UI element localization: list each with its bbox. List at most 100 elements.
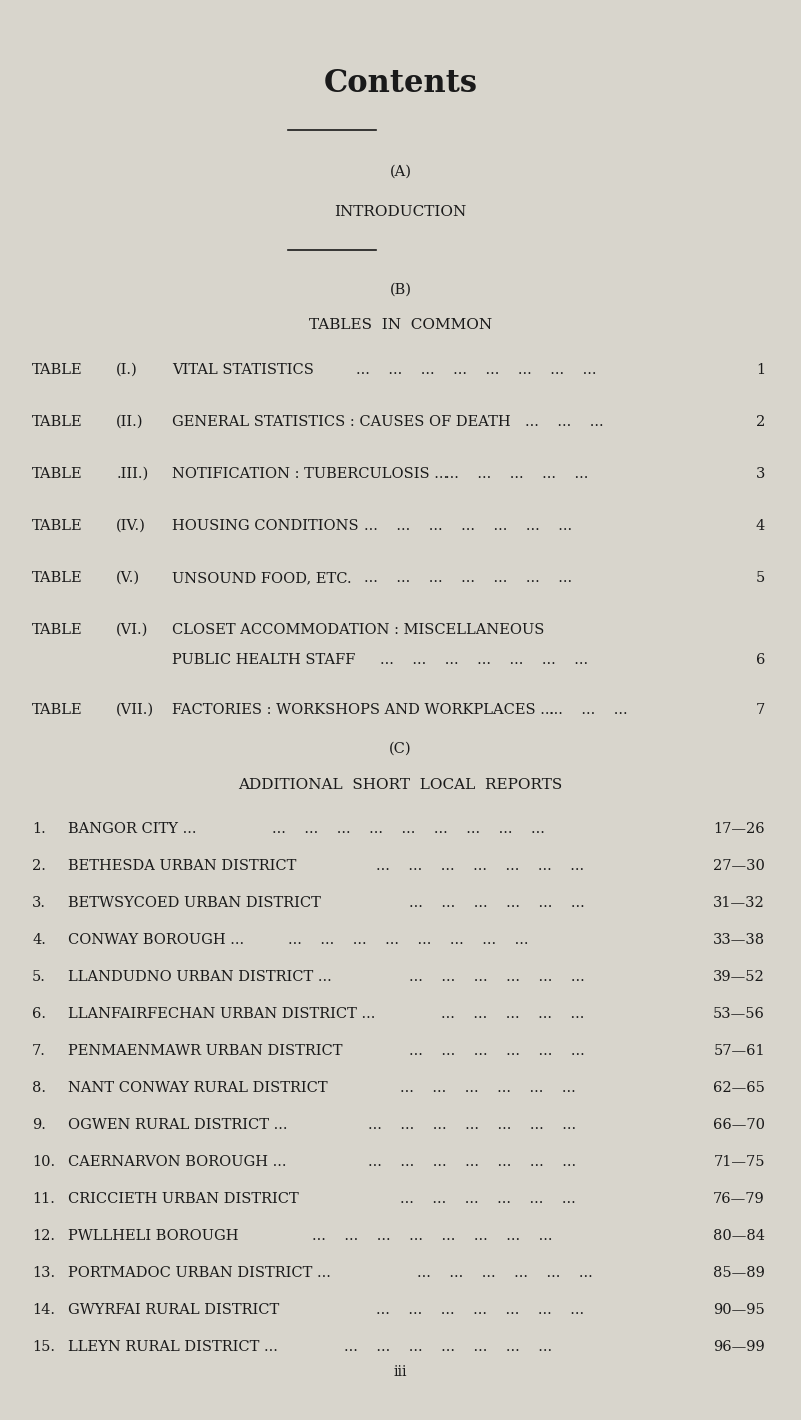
Text: ...    ...    ...    ...    ...    ...    ...: ... ... ... ... ... ... ... <box>368 1154 577 1169</box>
Text: BETHESDA URBAN DISTRICT: BETHESDA URBAN DISTRICT <box>68 859 296 873</box>
Text: CAERNARVON BOROUGH ...: CAERNARVON BOROUGH ... <box>68 1154 287 1169</box>
Text: ...    ...    ...    ...    ...    ...    ...: ... ... ... ... ... ... ... <box>376 1304 585 1316</box>
Text: TABLE: TABLE <box>32 467 83 481</box>
Text: LLEYN RURAL DISTRICT ...: LLEYN RURAL DISTRICT ... <box>68 1340 278 1355</box>
Text: 15.: 15. <box>32 1340 55 1355</box>
Text: 11.: 11. <box>32 1191 55 1206</box>
Text: ...    ...    ...: ... ... ... <box>549 703 627 717</box>
Text: 53—56: 53—56 <box>713 1007 765 1021</box>
Text: CLOSET ACCOMMODATION : MISCELLANEOUS: CLOSET ACCOMMODATION : MISCELLANEOUS <box>172 623 545 638</box>
Text: 76—79: 76—79 <box>713 1191 765 1206</box>
Text: 90—95: 90—95 <box>713 1304 765 1316</box>
Text: ...    ...    ...    ...    ...    ...    ...    ...: ... ... ... ... ... ... ... ... <box>288 933 529 947</box>
Text: LLANFAIRFECHAN URBAN DISTRICT ...: LLANFAIRFECHAN URBAN DISTRICT ... <box>68 1007 376 1021</box>
Text: TABLE: TABLE <box>32 703 83 717</box>
Text: 3.: 3. <box>32 896 46 910</box>
Text: UNSOUND FOOD, ETC.: UNSOUND FOOD, ETC. <box>172 571 352 585</box>
Text: ...    ...    ...    ...    ...    ...: ... ... ... ... ... ... <box>409 896 584 910</box>
Text: (II.): (II.) <box>116 415 143 429</box>
Text: ...    ...    ...    ...    ...    ...: ... ... ... ... ... ... <box>400 1081 576 1095</box>
Text: ADDITIONAL  SHORT  LOCAL  REPORTS: ADDITIONAL SHORT LOCAL REPORTS <box>239 778 562 792</box>
Text: 71—75: 71—75 <box>714 1154 765 1169</box>
Text: 1: 1 <box>756 364 765 376</box>
Text: 12.: 12. <box>32 1228 55 1242</box>
Text: 3: 3 <box>755 467 765 481</box>
Text: 13.: 13. <box>32 1267 55 1279</box>
Text: 27—30: 27—30 <box>713 859 765 873</box>
Text: ...    ...    ...    ...    ...    ...    ...: ... ... ... ... ... ... ... <box>364 571 573 585</box>
Text: 7: 7 <box>755 703 765 717</box>
Text: INTRODUCTION: INTRODUCTION <box>334 204 467 219</box>
Text: 2: 2 <box>755 415 765 429</box>
Text: 80—84: 80—84 <box>713 1228 765 1242</box>
Text: 14.: 14. <box>32 1304 55 1316</box>
Text: TABLES  IN  COMMON: TABLES IN COMMON <box>309 318 492 332</box>
Text: iii: iii <box>394 1365 407 1379</box>
Text: VITAL STATISTICS: VITAL STATISTICS <box>172 364 314 376</box>
Text: ...    ...    ...    ...    ...    ...    ...: ... ... ... ... ... ... ... <box>368 1118 577 1132</box>
Text: PWLLHELI BOROUGH: PWLLHELI BOROUGH <box>68 1228 239 1242</box>
Text: BETWSYCOED URBAN DISTRICT: BETWSYCOED URBAN DISTRICT <box>68 896 321 910</box>
Text: ...    ...    ...    ...    ...: ... ... ... ... ... <box>441 1007 584 1021</box>
Text: (B): (B) <box>389 283 412 297</box>
Text: 62—65: 62—65 <box>713 1081 765 1095</box>
Text: (IV.): (IV.) <box>116 518 146 532</box>
Text: ...    ...    ...    ...    ...    ...    ...: ... ... ... ... ... ... ... <box>380 653 589 667</box>
Text: ...    ...    ...    ...    ...    ...    ...    ...: ... ... ... ... ... ... ... ... <box>356 364 597 376</box>
Text: ...    ...    ...    ...    ...    ...    ...    ...: ... ... ... ... ... ... ... ... <box>312 1228 553 1242</box>
Text: ...    ...    ...: ... ... ... <box>525 415 603 429</box>
Text: GENERAL STATISTICS : CAUSES OF DEATH: GENERAL STATISTICS : CAUSES OF DEATH <box>172 415 511 429</box>
Text: LLANDUDNO URBAN DISTRICT ...: LLANDUDNO URBAN DISTRICT ... <box>68 970 332 984</box>
Text: NANT CONWAY RURAL DISTRICT: NANT CONWAY RURAL DISTRICT <box>68 1081 328 1095</box>
Text: 2.: 2. <box>32 859 46 873</box>
Text: BANGOR CITY ...: BANGOR CITY ... <box>68 822 196 836</box>
Text: 39—52: 39—52 <box>713 970 765 984</box>
Text: 57—61: 57—61 <box>714 1044 765 1058</box>
Text: ...    ...    ...    ...    ...    ...    ...: ... ... ... ... ... ... ... <box>344 1340 553 1355</box>
Text: TABLE: TABLE <box>32 623 83 638</box>
Text: (C): (C) <box>389 743 412 755</box>
Text: GWYRFAI RURAL DISTRICT: GWYRFAI RURAL DISTRICT <box>68 1304 280 1316</box>
Text: 6.: 6. <box>32 1007 46 1021</box>
Text: 6: 6 <box>755 653 765 667</box>
Text: CRICCIETH URBAN DISTRICT: CRICCIETH URBAN DISTRICT <box>68 1191 299 1206</box>
Text: (V.): (V.) <box>116 571 140 585</box>
Text: 17—26: 17—26 <box>714 822 765 836</box>
Text: ...    ...    ...    ...    ...: ... ... ... ... ... <box>445 467 588 481</box>
Text: (VI.): (VI.) <box>116 623 148 638</box>
Text: ...    ...    ...    ...    ...    ...: ... ... ... ... ... ... <box>417 1267 592 1279</box>
Text: 4: 4 <box>755 518 765 532</box>
Text: 1.: 1. <box>32 822 46 836</box>
Text: 5.: 5. <box>32 970 46 984</box>
Text: 10.: 10. <box>32 1154 55 1169</box>
Text: ...    ...    ...    ...    ...    ...: ... ... ... ... ... ... <box>400 1191 576 1206</box>
Text: 9.: 9. <box>32 1118 46 1132</box>
Text: NOTIFICATION : TUBERCULOSIS ...: NOTIFICATION : TUBERCULOSIS ... <box>172 467 449 481</box>
Text: TABLE: TABLE <box>32 518 83 532</box>
Text: .III.): .III.) <box>116 467 148 481</box>
Text: CONWAY BOROUGH ...: CONWAY BOROUGH ... <box>68 933 244 947</box>
Text: (A): (A) <box>389 165 412 179</box>
Text: 8.: 8. <box>32 1081 46 1095</box>
Text: TABLE: TABLE <box>32 364 83 376</box>
Text: ...    ...    ...    ...    ...    ...: ... ... ... ... ... ... <box>409 1044 584 1058</box>
Text: TABLE: TABLE <box>32 571 83 585</box>
Text: ...    ...    ...    ...    ...    ...: ... ... ... ... ... ... <box>409 970 584 984</box>
Text: HOUSING CONDITIONS: HOUSING CONDITIONS <box>172 518 359 532</box>
Text: 85—89: 85—89 <box>713 1267 765 1279</box>
Text: PENMAENMAWR URBAN DISTRICT: PENMAENMAWR URBAN DISTRICT <box>68 1044 343 1058</box>
Text: PUBLIC HEALTH STAFF: PUBLIC HEALTH STAFF <box>172 653 356 667</box>
Text: ...    ...    ...    ...    ...    ...    ...: ... ... ... ... ... ... ... <box>364 518 573 532</box>
Text: ...    ...    ...    ...    ...    ...    ...: ... ... ... ... ... ... ... <box>376 859 585 873</box>
Text: (VII.): (VII.) <box>116 703 155 717</box>
Text: FACTORIES : WORKSHOPS AND WORKPLACES ...: FACTORIES : WORKSHOPS AND WORKPLACES ... <box>172 703 554 717</box>
Text: 4.: 4. <box>32 933 46 947</box>
Text: 5: 5 <box>755 571 765 585</box>
Text: Contents: Contents <box>324 68 477 99</box>
Text: TABLE: TABLE <box>32 415 83 429</box>
Text: 66—70: 66—70 <box>713 1118 765 1132</box>
Text: 31—32: 31—32 <box>713 896 765 910</box>
Text: ...    ...    ...    ...    ...    ...    ...    ...    ...: ... ... ... ... ... ... ... ... ... <box>272 822 545 836</box>
Text: 96—99: 96—99 <box>713 1340 765 1355</box>
Text: OGWEN RURAL DISTRICT ...: OGWEN RURAL DISTRICT ... <box>68 1118 288 1132</box>
